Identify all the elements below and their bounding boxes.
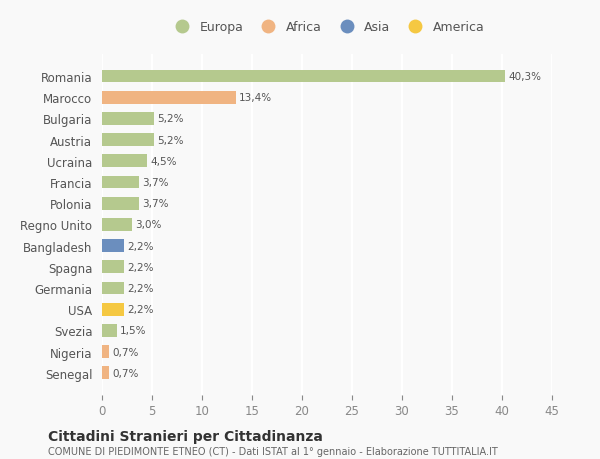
Bar (102, 92, 236, 104)
Text: 3,7%: 3,7% (142, 178, 169, 188)
Bar (102, 197, 139, 210)
Bar (102, 367, 109, 379)
Bar (102, 71, 505, 83)
Text: 0,7%: 0,7% (112, 368, 139, 378)
Legend: Europa, Africa, Asia, America: Europa, Africa, Asia, America (166, 17, 488, 38)
Bar (102, 155, 147, 168)
Text: 4,5%: 4,5% (150, 157, 176, 167)
Bar (102, 113, 154, 125)
Text: 2,2%: 2,2% (127, 304, 154, 314)
Bar (102, 282, 124, 295)
Text: 40,3%: 40,3% (508, 72, 541, 82)
Text: 0,7%: 0,7% (112, 347, 139, 357)
Bar (102, 218, 132, 231)
Text: Cittadini Stranieri per Cittadinanza: Cittadini Stranieri per Cittadinanza (48, 429, 323, 443)
Text: 5,2%: 5,2% (157, 135, 184, 146)
Text: 2,2%: 2,2% (127, 262, 154, 272)
Bar (102, 134, 154, 147)
Text: 5,2%: 5,2% (157, 114, 184, 124)
Text: 3,7%: 3,7% (142, 199, 169, 209)
Bar (102, 325, 117, 337)
Text: COMUNE DI PIEDIMONTE ETNEO (CT) - Dati ISTAT al 1° gennaio - Elaborazione TUTTIT: COMUNE DI PIEDIMONTE ETNEO (CT) - Dati I… (48, 446, 498, 456)
Bar (102, 261, 124, 274)
Text: 3,0%: 3,0% (135, 220, 161, 230)
Text: 1,5%: 1,5% (120, 326, 146, 336)
Bar (102, 240, 124, 252)
Text: 13,4%: 13,4% (239, 93, 272, 103)
Text: 2,2%: 2,2% (127, 241, 154, 251)
Bar (102, 176, 139, 189)
Bar (102, 303, 124, 316)
Text: 2,2%: 2,2% (127, 283, 154, 293)
Bar (102, 346, 109, 358)
